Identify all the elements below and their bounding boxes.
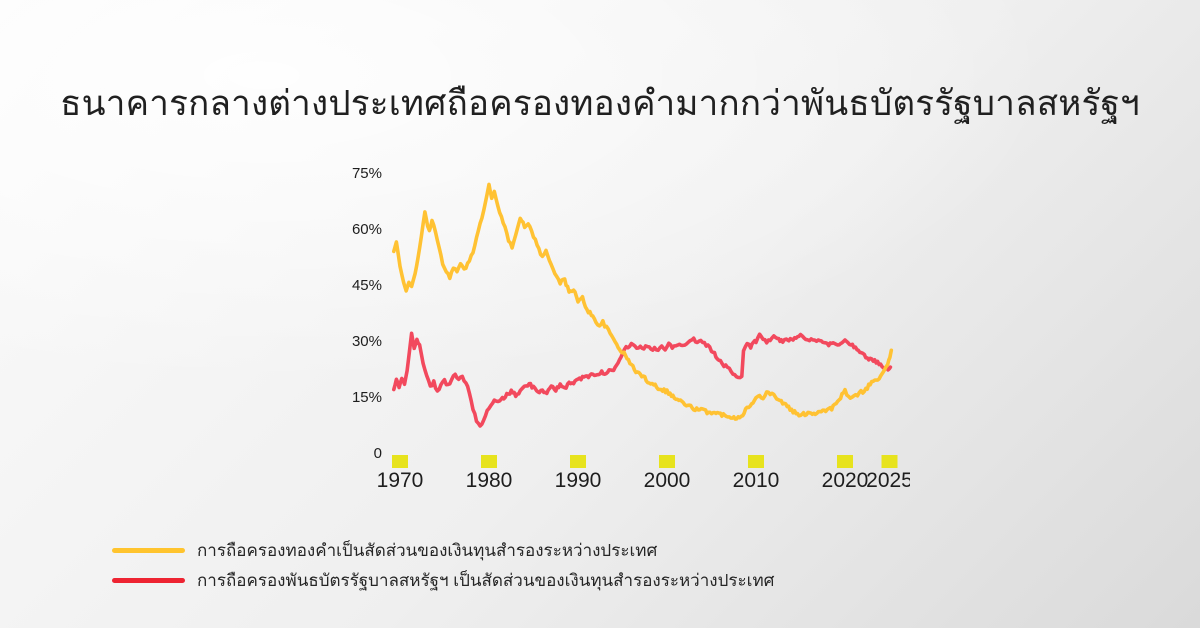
x-tick-marker — [748, 455, 764, 468]
x-tick-label: 2010 — [733, 469, 780, 492]
page-title: ธนาคารกลางต่างประเทศถือครองทองคำมากกว่าพ… — [60, 84, 1140, 123]
y-tick-label: 0 — [374, 445, 382, 462]
gold-series-line — [392, 182, 894, 421]
x-tick-marker — [392, 455, 408, 468]
x-tick-label: 2000 — [644, 469, 691, 492]
y-tick-label: 75% — [352, 165, 382, 182]
y-tick-label: 60% — [352, 221, 382, 238]
reserves-chart-svg: 0 15% 30% 45% 60% 75% 1970 1980 1990 2000 2010 2020… — [352, 165, 913, 492]
x-tick-label: 1980 — [466, 469, 513, 492]
x-tick-marker — [481, 455, 497, 468]
x-tick-label: 2025 — [866, 469, 910, 492]
x-tick-label: 2020 — [822, 469, 869, 492]
x-tick-label: 1970 — [377, 469, 424, 492]
x-tick-marker — [570, 455, 586, 468]
y-tick-label: 15% — [352, 389, 382, 406]
gold-line-swatch — [112, 548, 185, 554]
legend-item-gold: การถือครองทองคำเป็นสัดส่วนของเงินทุนสำรอ… — [112, 540, 774, 561]
x-tick-label: 1990 — [555, 469, 602, 492]
x-tick-marker — [659, 455, 675, 468]
x-tick-marker — [881, 455, 898, 468]
y-tick-label: 45% — [352, 277, 382, 294]
treasury-line-swatch — [112, 578, 185, 584]
treasury-series-line — [392, 331, 893, 428]
x-tick-marker — [837, 455, 853, 468]
reserves-chart: 0 15% 30% 45% 60% 75% 1970 1980 1990 2000 2010 2020… — [330, 158, 913, 498]
legend-item-treasury: การถือครองพันธบัตรรัฐบาลสหรัฐฯ เป็นสัดส่… — [112, 570, 774, 591]
chart-legend: การถือครองทองคำเป็นสัดส่วนของเงินทุนสำรอ… — [112, 540, 774, 592]
legend-label-treasury: การถือครองพันธบัตรรัฐบาลสหรัฐฯ เป็นสัดส่… — [197, 571, 775, 591]
y-tick-label: 30% — [352, 333, 382, 350]
legend-label-gold: การถือครองทองคำเป็นสัดส่วนของเงินทุนสำรอ… — [197, 541, 658, 560]
